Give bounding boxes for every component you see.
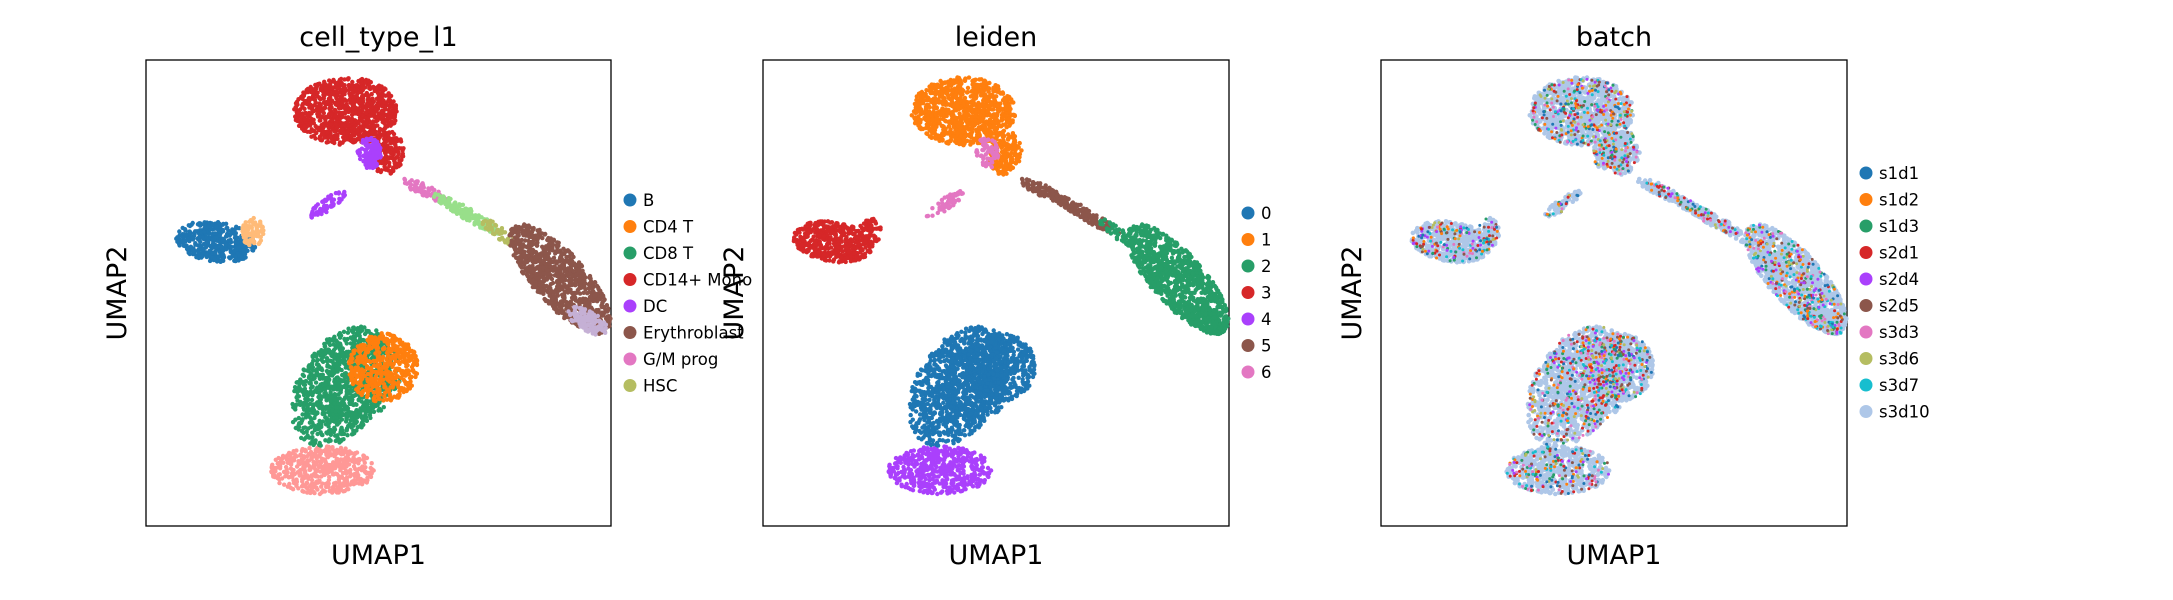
x-axis-label: UMAP1	[949, 540, 1044, 571]
legend-item: 5	[1241, 337, 1272, 356]
legend-item: s1d3	[1859, 217, 1919, 236]
legend-marker	[1859, 299, 1873, 312]
legend-item: s1d1	[1859, 164, 1919, 183]
legend-label: s3d6	[1879, 350, 1919, 369]
y-axis-label: UMAP2	[719, 246, 750, 341]
legend-marker	[1241, 259, 1255, 273]
legend-item: s3d6	[1859, 350, 1919, 369]
legend-label: 5	[1261, 337, 1272, 356]
legend-marker	[1859, 352, 1873, 365]
legend-item: DC	[623, 297, 667, 316]
legend-item: 3	[1241, 284, 1272, 303]
panel-3: batchUMAP1UMAP2s1d1s1d2s1d3s2d1s2d4s2d5s…	[1337, 22, 1930, 571]
legend-item: Erythroblast	[623, 324, 744, 343]
legend: s1d1 s1d2 s1d3 s2d1 s2d4 s2d5 s3d3 s3d6 s3d7 s3d1…	[1859, 164, 1930, 422]
x-axis-label: UMAP1	[331, 540, 426, 571]
legend-item: s2d5	[1859, 297, 1919, 316]
legend-label: s1d2	[1879, 191, 1919, 210]
legend-marker	[1859, 219, 1873, 233]
scatter-points	[791, 75, 1231, 497]
legend-label: 4	[1261, 310, 1272, 329]
legend-item: 1	[1241, 231, 1272, 250]
legend-marker	[623, 246, 637, 260]
legend-item: 6	[1241, 363, 1272, 382]
legend-label: s2d5	[1879, 297, 1919, 316]
legend-item: 2	[1241, 257, 1272, 276]
legend-label: CD14+ Mono	[643, 271, 752, 290]
legend-item: CD4 T	[623, 218, 694, 237]
legend-label: G/M prog	[643, 350, 718, 369]
legend-label: HSC	[643, 377, 677, 396]
panel-2: leiden UMAP1 UMAP2 0 1 2 3 4 5 6	[719, 22, 1272, 571]
chart-title: leiden	[955, 22, 1037, 53]
legend-marker	[1241, 339, 1255, 352]
legend-item: G/M prog	[623, 350, 718, 369]
legend-label: Erythroblast	[643, 324, 744, 343]
legend-marker	[1859, 246, 1873, 259]
legend-marker	[1859, 378, 1873, 392]
legend-label: s1d3	[1879, 217, 1919, 236]
legend-marker	[623, 193, 637, 207]
legend-marker	[623, 273, 637, 286]
legend-label: DC	[643, 297, 667, 316]
legend-marker	[623, 299, 637, 313]
chart-title: batch	[1576, 22, 1652, 53]
legend-item: HSC	[623, 377, 677, 396]
legend-marker	[1241, 233, 1255, 246]
legend-label: CD4 T	[643, 218, 694, 237]
scatter-points	[174, 76, 613, 497]
legend-marker	[1241, 312, 1255, 326]
legend-item: s2d1	[1859, 244, 1919, 263]
legend-label: 6	[1261, 363, 1272, 382]
legend-item: CD14+ Mono	[623, 271, 752, 290]
legend-label: s2d4	[1879, 270, 1919, 289]
legend-marker	[623, 326, 637, 339]
legend-label: s3d3	[1879, 323, 1919, 342]
legend-item: s2d4	[1859, 270, 1919, 289]
legend-item: s1d2	[1859, 191, 1919, 210]
legend-item: s3d7	[1859, 376, 1919, 395]
y-axis-label: UMAP2	[1337, 246, 1368, 341]
legend-marker	[623, 379, 637, 392]
legend-item: s3d10	[1859, 403, 1930, 422]
legend-label: CD8 T	[643, 244, 694, 263]
legend-marker	[1859, 193, 1873, 206]
y-axis-label: UMAP2	[102, 246, 133, 341]
chart-title: cell_type_l1	[299, 22, 457, 53]
legend-marker	[1859, 166, 1873, 180]
legend-label: s3d10	[1879, 403, 1930, 422]
legend-label: s3d7	[1879, 376, 1919, 395]
legend-label: B	[643, 191, 654, 210]
legend-item: 4	[1241, 310, 1272, 329]
legend-label: s2d1	[1879, 244, 1919, 263]
legend-label: 3	[1261, 284, 1272, 303]
legend-label: 1	[1261, 231, 1272, 250]
legend: 0 1 2 3 4 5 6	[1241, 204, 1272, 382]
legend-label: 2	[1261, 257, 1272, 276]
legend-item: 0	[1241, 204, 1272, 223]
legend-marker	[623, 220, 637, 233]
legend-marker	[1241, 365, 1255, 379]
legend-marker	[1241, 206, 1255, 220]
legend-marker	[1859, 325, 1873, 339]
legend-label: s1d1	[1879, 164, 1919, 183]
legend-marker	[1859, 272, 1873, 286]
legend: B CD4 T CD8 T CD14+ Mono DC Erythroblast G/M p…	[623, 191, 752, 396]
legend-marker	[1241, 286, 1255, 299]
scatter-points	[1409, 75, 1849, 497]
legend-item: B	[623, 191, 654, 210]
legend-marker	[1859, 405, 1873, 418]
legend-item: s3d3	[1859, 323, 1919, 342]
panel-1: cell_type_l1 UMAP1 UMAP2 B CD4 T CD8 T CD14+ M…	[102, 22, 752, 571]
legend-label: 0	[1261, 204, 1272, 223]
x-axis-label: UMAP1	[1567, 540, 1662, 571]
legend-marker	[623, 352, 637, 366]
legend-item: CD8 T	[623, 244, 694, 263]
